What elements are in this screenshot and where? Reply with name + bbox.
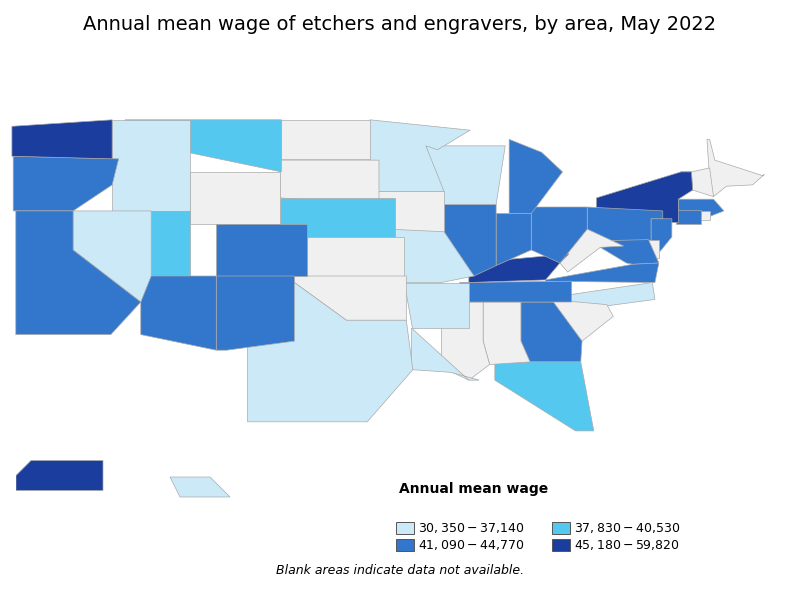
Polygon shape (404, 283, 469, 328)
Text: Annual mean wage of etchers and engravers, by area, May 2022: Annual mean wage of etchers and engraver… (83, 15, 717, 34)
Polygon shape (676, 209, 701, 224)
Polygon shape (538, 283, 655, 315)
Text: Annual mean wage: Annual mean wage (399, 482, 549, 496)
Polygon shape (216, 276, 294, 350)
Polygon shape (370, 120, 470, 191)
Text: $45,180 - $59,820: $45,180 - $59,820 (574, 538, 679, 552)
Polygon shape (411, 328, 479, 380)
Polygon shape (16, 211, 141, 335)
Polygon shape (12, 120, 112, 159)
Polygon shape (691, 168, 714, 197)
Polygon shape (426, 146, 506, 205)
Polygon shape (112, 120, 190, 211)
Polygon shape (483, 302, 530, 365)
Polygon shape (125, 120, 282, 172)
Polygon shape (170, 477, 230, 497)
Polygon shape (521, 302, 582, 362)
Polygon shape (294, 276, 406, 320)
Polygon shape (14, 156, 118, 211)
Polygon shape (531, 207, 587, 263)
Polygon shape (247, 283, 413, 422)
Polygon shape (16, 461, 103, 491)
Polygon shape (469, 254, 569, 283)
Polygon shape (681, 172, 693, 190)
Polygon shape (649, 239, 659, 258)
Polygon shape (280, 198, 394, 237)
Polygon shape (600, 239, 659, 264)
Polygon shape (307, 237, 404, 276)
Polygon shape (388, 229, 474, 283)
Polygon shape (596, 172, 693, 223)
Polygon shape (509, 139, 562, 214)
Polygon shape (707, 139, 764, 197)
Polygon shape (678, 199, 724, 223)
Polygon shape (496, 214, 531, 266)
Polygon shape (378, 191, 444, 232)
Polygon shape (151, 211, 216, 276)
Text: $41,090 - $44,770: $41,090 - $44,770 (418, 538, 524, 552)
Text: $37,830 - $40,530: $37,830 - $40,530 (574, 521, 680, 535)
Polygon shape (280, 160, 379, 205)
Polygon shape (699, 211, 710, 220)
Polygon shape (495, 362, 594, 431)
Polygon shape (216, 224, 307, 276)
Polygon shape (550, 299, 614, 341)
Polygon shape (651, 219, 672, 251)
Polygon shape (141, 276, 216, 350)
Polygon shape (282, 120, 370, 159)
Polygon shape (546, 263, 659, 283)
Text: Blank areas indicate data not available.: Blank areas indicate data not available. (276, 564, 524, 577)
Polygon shape (73, 211, 151, 302)
Polygon shape (442, 302, 490, 380)
Text: $30,350 - $37,140: $30,350 - $37,140 (418, 521, 524, 535)
Polygon shape (190, 172, 280, 224)
Polygon shape (460, 281, 572, 302)
Polygon shape (560, 229, 624, 272)
Polygon shape (587, 207, 662, 241)
Polygon shape (444, 205, 496, 276)
